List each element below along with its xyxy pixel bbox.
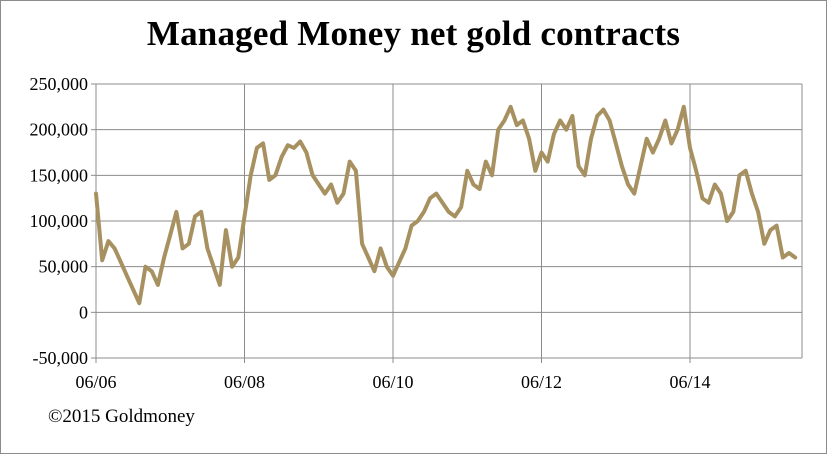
x-tick-labels: 06/06 06/08 06/10 06/12 06/14 bbox=[75, 372, 710, 392]
y-tick-label: 100,000 bbox=[30, 211, 89, 231]
series-line bbox=[94, 104, 798, 306]
y-tick-label: 150,000 bbox=[30, 165, 89, 185]
x-tick-label: 06/14 bbox=[669, 372, 710, 392]
copyright-text: ©2015 Goldmoney bbox=[48, 406, 195, 427]
series-layer bbox=[94, 104, 798, 306]
chart-title: Managed Money net gold contracts bbox=[146, 14, 681, 53]
x-tick-label: 06/10 bbox=[372, 372, 413, 392]
x-tick-label: 06/12 bbox=[521, 372, 562, 392]
y-tick-label: 200,000 bbox=[30, 120, 89, 140]
y-tick-label: 50,000 bbox=[39, 257, 89, 277]
grid-layer bbox=[95, 83, 802, 359]
x-tick-label: 06/08 bbox=[224, 372, 265, 392]
y-tick-labels: -50,000 0 50,000 100,000 150,000 200,000 250,0… bbox=[30, 74, 89, 368]
y-tick-label: -50,000 bbox=[33, 348, 89, 368]
x-tick-label: 06/06 bbox=[75, 372, 116, 392]
y-tick-label: 250,000 bbox=[30, 74, 89, 94]
axis-layer bbox=[91, 83, 803, 363]
y-tick-label: 0 bbox=[79, 302, 88, 322]
